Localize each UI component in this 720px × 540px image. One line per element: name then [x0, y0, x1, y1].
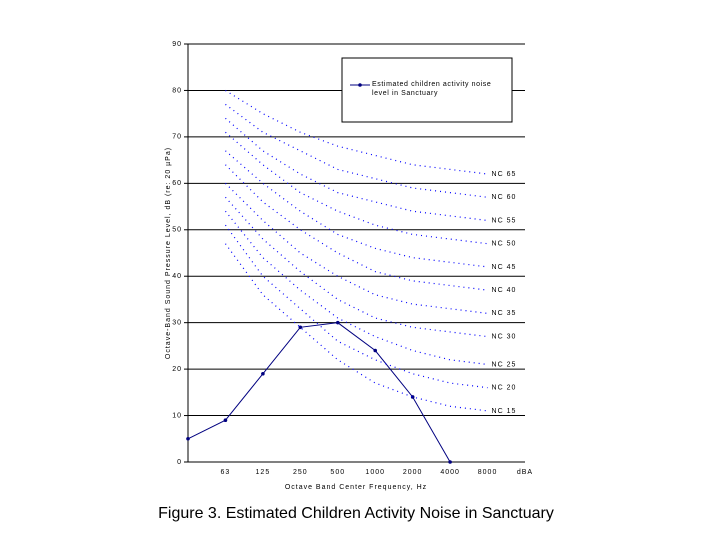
legend-label-box: Estimated children activity noise level … — [372, 81, 492, 97]
data-point — [448, 460, 452, 464]
x-axis-label: Octave Band Center Frequency, Hz — [285, 484, 427, 491]
y-tick-label: 50 — [172, 227, 182, 234]
nc-label: NC 45 — [492, 264, 517, 271]
y-tick-label: 70 — [172, 134, 182, 141]
x-tick-label: 125 — [256, 469, 271, 476]
y-tick-label: 20 — [172, 366, 182, 373]
nc-label: NC 55 — [492, 217, 517, 224]
nc-label: NC 15 — [492, 408, 517, 415]
y-tick-label: 10 — [172, 412, 182, 419]
y-axis-label: Octave-Band Sound Pressure Level, dB (re… — [165, 147, 172, 359]
data-point — [223, 418, 228, 423]
nc-label: NC 35 — [492, 310, 517, 317]
x-tick-label: 4000 — [440, 469, 460, 476]
y-tick-label: 30 — [172, 320, 182, 327]
data-point — [186, 436, 190, 441]
nc-curve — [225, 164, 488, 291]
x-tick-label: 8000 — [478, 469, 498, 476]
x-tick-label: 2000 — [403, 469, 423, 476]
y-tick-label: 0 — [177, 459, 182, 466]
nc-curve — [225, 89, 488, 175]
legend-box — [341, 57, 513, 123]
legend-label: Estimated children activity noise level … — [372, 81, 492, 97]
y-tick-label: 60 — [172, 180, 182, 187]
nc-label: NC 30 — [492, 333, 517, 340]
nc-label: NC 40 — [492, 287, 517, 294]
y-tick-label: 80 — [172, 87, 182, 94]
x-tick-label: 63 — [221, 469, 231, 476]
data-point — [335, 320, 340, 325]
nc-label: NC 50 — [492, 241, 517, 248]
data-point — [261, 371, 265, 376]
data-line — [187, 322, 451, 463]
figure-caption: Figure 3. Estimated Children Activity No… — [158, 505, 554, 522]
data-point — [373, 348, 378, 353]
nc-label: NC 20 — [492, 385, 517, 392]
legend-swatch-point — [358, 83, 362, 87]
x-tick-label: 1000 — [365, 469, 385, 476]
data-point — [298, 325, 303, 330]
y-tick-label: 40 — [172, 273, 182, 280]
nc-curve — [225, 150, 488, 268]
x-tick-label: dBA — [517, 469, 533, 476]
nc-label: NC 65 — [492, 171, 517, 178]
x-tick-label: 250 — [293, 469, 308, 476]
x-tick-label: 500 — [330, 469, 345, 476]
y-tick-label: 90 — [172, 41, 182, 48]
nc-label: NC 60 — [492, 194, 517, 201]
nc-label: NC 25 — [492, 361, 517, 368]
